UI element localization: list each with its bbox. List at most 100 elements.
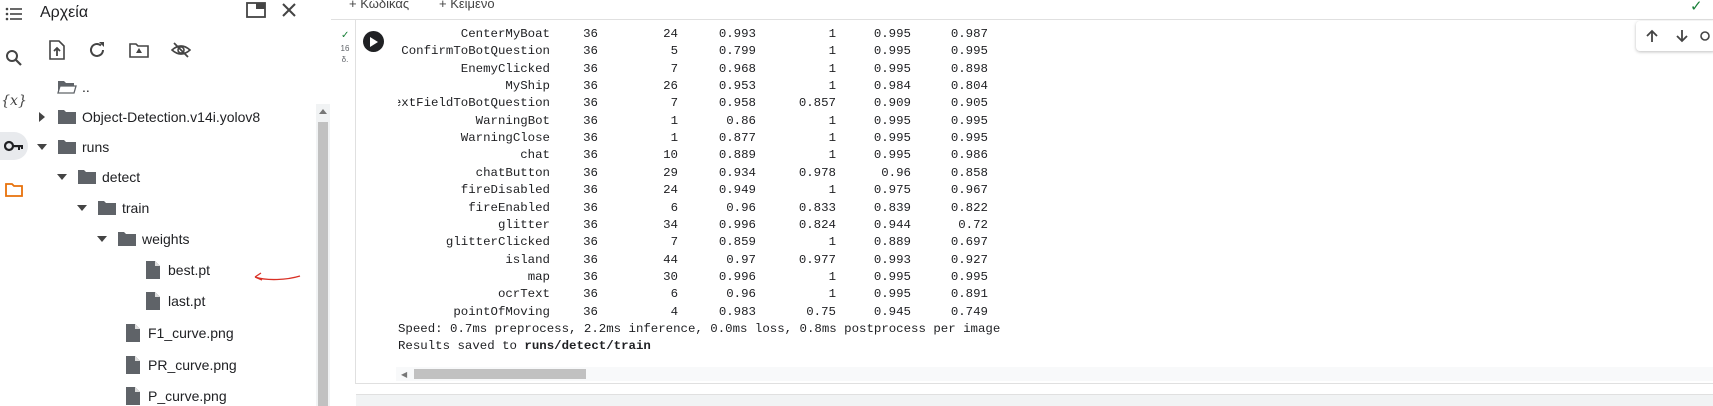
key-icon[interactable] xyxy=(0,132,28,160)
add-text-button[interactable]: + Κείμενο xyxy=(439,0,495,11)
variables-icon[interactable]: {x} xyxy=(1,93,27,109)
metric-value: 24 xyxy=(663,27,678,41)
output-row: EnemyClicked 36 7 0.968 1 0.995 0.898 xyxy=(398,62,1298,79)
refresh-icon[interactable] xyxy=(84,38,110,62)
move-down-icon[interactable] xyxy=(1672,26,1692,46)
class-name: WarningBot xyxy=(475,113,550,128)
metric-value: 36 xyxy=(583,200,598,215)
tree-item-folder[interactable]: weights xyxy=(28,225,316,253)
chevron-down-icon[interactable] xyxy=(56,171,68,183)
class-name: fireDisabled xyxy=(460,183,550,198)
metric-value: 36 xyxy=(583,27,598,41)
scrollbar-thumb[interactable] xyxy=(318,122,328,406)
metric-value: 6 xyxy=(670,287,678,302)
output-row: island 36 44 0.97 0.977 0.993 0.927 xyxy=(398,253,1298,270)
results-prefix: Results saved to xyxy=(398,339,525,354)
metric-value: 36 xyxy=(583,304,598,319)
metric-value: 0.905 xyxy=(950,96,988,111)
tree-item-folder[interactable]: runs xyxy=(28,133,316,161)
metric-value: 0.857 xyxy=(798,96,836,111)
tree-item-parent[interactable]: .. xyxy=(28,73,316,101)
tree-item-file[interactable]: F1_curve.png xyxy=(28,319,316,347)
code-cell xyxy=(355,20,1713,384)
hide-files-icon[interactable] xyxy=(168,38,194,62)
chevron-down-icon[interactable] xyxy=(96,233,108,245)
metric-value: 7 xyxy=(670,61,678,76)
tree-item-folder[interactable]: train xyxy=(28,194,316,222)
output-hscrollbar[interactable]: ◀ xyxy=(396,367,1713,381)
tree-item-folder[interactable]: Object-Detection.v14i.yolov8 xyxy=(28,103,316,131)
metric-value: 0.749 xyxy=(950,304,988,319)
metric-value: 0.977 xyxy=(798,252,836,267)
speed-line: Speed: 0.7ms preprocess, 2.2ms inference… xyxy=(398,321,1001,336)
folder-open-icon xyxy=(56,77,78,97)
metric-value: 0.96 xyxy=(881,165,911,180)
chevron-right-icon[interactable] xyxy=(36,111,48,123)
chevron-down-icon[interactable] xyxy=(36,141,48,153)
metric-value: 36 xyxy=(583,183,598,198)
close-icon[interactable] xyxy=(280,1,302,23)
hscroll-thumb[interactable] xyxy=(414,369,586,379)
metric-value: 0.944 xyxy=(873,217,911,232)
metric-value: 36 xyxy=(583,235,598,250)
run-cell-button[interactable] xyxy=(363,31,384,52)
metric-value: 34 xyxy=(663,217,678,232)
metric-value: 0.898 xyxy=(950,61,988,76)
move-up-icon[interactable] xyxy=(1642,26,1662,46)
metric-value: 1 xyxy=(828,148,836,163)
output-row: pointOfMoving 36 4 0.983 0.75 0.945 0.749 xyxy=(398,305,1298,322)
class-name: MyShip xyxy=(505,79,550,94)
search-icon[interactable] xyxy=(0,44,28,72)
tree-item-folder[interactable]: detect xyxy=(28,163,316,191)
metric-value: 0.877 xyxy=(718,131,756,146)
metric-value: 0.889 xyxy=(873,235,911,250)
files-scrollbar[interactable] xyxy=(316,104,330,406)
tree-item-file[interactable]: last.pt xyxy=(28,287,316,315)
metric-value: 0.978 xyxy=(798,165,836,180)
metric-value: 0.995 xyxy=(873,269,911,284)
metric-value: 1 xyxy=(670,113,678,128)
metric-value: 0.75 xyxy=(806,304,836,319)
metric-value: 36 xyxy=(583,269,598,284)
folder-icon[interactable] xyxy=(0,176,28,204)
class-name: glitterClicked xyxy=(445,235,550,250)
tree-item-file[interactable]: PR_curve.png xyxy=(28,351,316,379)
link-icon[interactable] xyxy=(1698,26,1712,46)
metric-value: 1 xyxy=(828,113,836,128)
metric-value: 0.995 xyxy=(873,61,911,76)
output-row: fireEnabled 36 6 0.96 0.833 0.839 0.822 xyxy=(398,201,1298,218)
metric-value: 1 xyxy=(828,27,836,41)
metric-value: 0.995 xyxy=(873,44,911,59)
metric-value: 0.995 xyxy=(873,27,911,41)
mount-drive-icon[interactable] xyxy=(126,38,152,62)
metric-value: 36 xyxy=(583,217,598,232)
metric-value: 10 xyxy=(663,148,678,163)
new-window-icon[interactable] xyxy=(246,1,268,23)
metric-value: 0.859 xyxy=(718,235,756,250)
file-icon xyxy=(122,386,144,406)
add-code-button[interactable]: + Κώδικας xyxy=(349,0,410,11)
folder-icon xyxy=(56,137,78,157)
metric-value: 1 xyxy=(828,235,836,250)
metric-value: 1 xyxy=(828,61,836,76)
chevron-down-icon[interactable] xyxy=(76,202,88,214)
next-cell[interactable] xyxy=(356,394,1713,406)
metric-value: 26 xyxy=(663,79,678,94)
upload-icon[interactable] xyxy=(44,38,70,62)
metric-value: 36 xyxy=(583,148,598,163)
output-row: WarningBot 36 1 0.86 1 0.995 0.995 xyxy=(398,114,1298,131)
metric-value: 0.949 xyxy=(718,183,756,198)
file-icon xyxy=(142,291,164,311)
output-row: WarningClose 36 1 0.877 1 0.995 0.995 xyxy=(398,131,1298,148)
metric-value: 5 xyxy=(670,44,678,59)
tree-item-file[interactable]: P_curve.png xyxy=(28,382,316,406)
exec-time: 16 δ. xyxy=(340,44,350,64)
menu-icon[interactable] xyxy=(0,0,28,28)
class-name: ocrText xyxy=(497,287,550,302)
file-icon xyxy=(122,355,144,375)
tree-item-file[interactable]: best.pt xyxy=(28,256,316,284)
metric-value: 0.909 xyxy=(873,96,911,111)
metric-value: 0.927 xyxy=(950,252,988,267)
metric-value: 0.995 xyxy=(873,287,911,302)
